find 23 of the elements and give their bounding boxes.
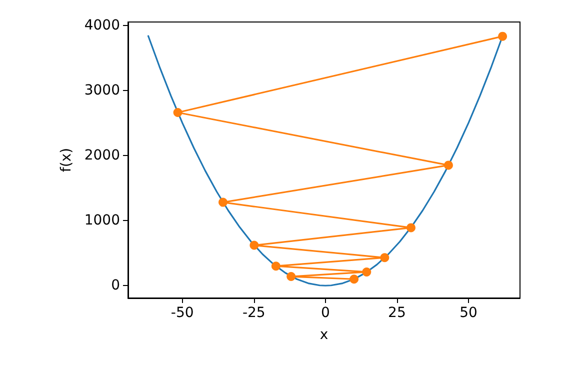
point [406, 223, 416, 232]
x-tick-label: -25 [242, 305, 266, 321]
point [350, 274, 359, 284]
x-tick-label: 25 [388, 305, 406, 321]
x-axis-title: x [320, 327, 328, 343]
point [444, 160, 453, 170]
point [271, 262, 280, 271]
y-tick-label: 3000 [84, 82, 120, 98]
x-tick-label: 0 [320, 305, 330, 321]
y-axis-title: f(x) [58, 148, 74, 172]
point [498, 32, 508, 41]
x-tick-label: 50 [460, 305, 478, 321]
point [218, 198, 228, 207]
point [380, 253, 390, 262]
point [173, 108, 182, 117]
point [362, 267, 372, 276]
y-tick-label: 4000 [84, 17, 120, 34]
y-tick-label: 2000 [84, 147, 120, 164]
y-tick-label: 1000 [84, 212, 120, 229]
y-tick-label: 0 [111, 278, 120, 294]
x-tick-label: -50 [170, 305, 194, 321]
point [250, 240, 259, 250]
point [286, 272, 296, 282]
